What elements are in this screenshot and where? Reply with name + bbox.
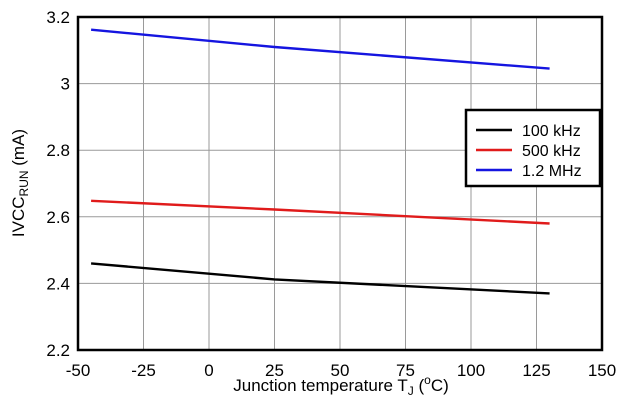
- y-tick-label: 3.2: [46, 8, 70, 27]
- legend-label-0: 100 kHz: [522, 123, 581, 140]
- legend: 100 kHz 500 kHz 1.2 MHz: [464, 108, 602, 188]
- plot-frame: [76, 15, 604, 352]
- x-tick-label: 75: [396, 361, 415, 380]
- series-line-0: [90, 262, 550, 295]
- y-tick-label: 2.2: [46, 341, 70, 360]
- x-tick-labels: -50 -25 0 25 50 75 100 125 150: [66, 361, 616, 380]
- x-tick-label: 25: [265, 361, 284, 380]
- x-tick-label: -25: [131, 361, 156, 380]
- x-axis-title-main: Junction temperature T: [233, 376, 408, 395]
- x-tick-label: 150: [588, 361, 616, 380]
- x-tick-label: 100: [457, 361, 485, 380]
- y-axis-title: IVCCRUN (mA): [9, 129, 31, 237]
- x-tick-label: 125: [522, 361, 550, 380]
- legend-box: [464, 108, 602, 188]
- x-tick-label: 50: [331, 361, 350, 380]
- y-tick-label: 3: [61, 75, 70, 94]
- y-axis-title-unit: (mA): [9, 129, 28, 171]
- x-axis-title-sub: J: [408, 384, 414, 398]
- legend-label-1: 500 kHz: [522, 143, 581, 160]
- legend-label-2: 1.2 MHz: [522, 163, 582, 180]
- y-tick-label: 2.6: [46, 208, 70, 227]
- y-axis-title-main: IVCC: [9, 196, 28, 237]
- x-tick-label: -50: [66, 361, 91, 380]
- x-axis-title: Junction temperature TJ (oC): [233, 373, 449, 398]
- x-axis-title-unit: C): [431, 376, 449, 395]
- series-line-2: [90, 28, 550, 70]
- y-tick-label: 2.8: [46, 141, 70, 160]
- y-axis-title-sub: RUN: [17, 170, 31, 196]
- series-line-1: [91, 199, 550, 225]
- x-tick-label: 0: [204, 361, 213, 380]
- x-axis-title-open: (: [414, 376, 425, 395]
- y-tick-labels: 2.2 2.4 2.6 2.8 3 3.2: [46, 8, 70, 360]
- series-lines: [90, 28, 550, 295]
- x-axis-title-sup: o: [424, 373, 431, 387]
- y-tick-label: 2.4: [46, 274, 70, 293]
